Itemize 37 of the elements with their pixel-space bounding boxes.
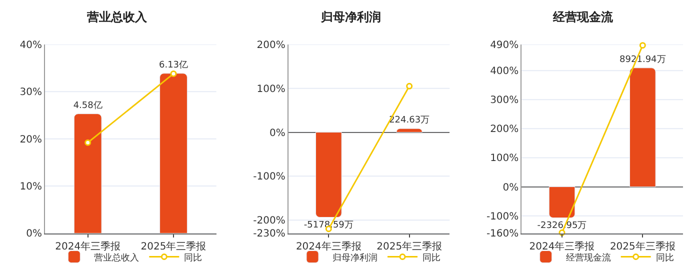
y-tick-label: 40%: [20, 40, 42, 51]
y-tick-label: 100%: [490, 153, 519, 164]
y-tick-label: 100%: [256, 84, 286, 95]
y-tick-label: 20%: [20, 134, 42, 146]
data-label: 4.58亿: [73, 100, 102, 111]
x-tick-label: 2025年三季报: [140, 240, 206, 252]
x-tick-label: 2024年三季报: [296, 240, 362, 252]
data-label: 6.13亿: [158, 59, 188, 70]
y-tick-label: 200%: [256, 40, 286, 51]
legend-label: 同比: [422, 252, 440, 264]
chart-title: 营业总收入: [86, 10, 148, 24]
y-tick-label: -100%: [486, 211, 519, 222]
y-tick-label: 0%: [26, 228, 42, 240]
y-tick-label: 0%: [269, 128, 286, 139]
legend-label: 归母净利润: [332, 252, 378, 264]
data-label: 224.63万: [389, 116, 430, 126]
y-tick-label: -200%: [253, 216, 286, 227]
x-tick-label: 2024年三季报: [55, 240, 121, 252]
chart-title: 归母净利润: [320, 10, 381, 24]
x-tick-label: 2024年三季报: [529, 240, 595, 252]
y-tick-label: 400%: [490, 66, 519, 78]
chart-title: 经营现金流: [552, 10, 614, 24]
y-tick-label: 490%: [490, 40, 519, 51]
legend-label: 经营现金流: [566, 252, 611, 264]
y-tick-label: -160%: [486, 228, 519, 240]
legend-label: 营业总收入: [94, 252, 140, 264]
y-tick-label: 0%: [502, 182, 519, 194]
x-tick-label: 2025年三季报: [376, 240, 442, 252]
y-tick-label: 200%: [490, 124, 519, 136]
y-tick-label: -230%: [253, 228, 286, 240]
legend-label: 同比: [184, 252, 202, 264]
y-tick-label: 30%: [20, 87, 42, 98]
y-tick-label: -100%: [253, 172, 286, 183]
x-tick-label: 2025年三季报: [610, 240, 676, 252]
legend-label: 同比: [656, 252, 674, 264]
y-tick-label: 10%: [20, 182, 42, 193]
y-tick-label: 300%: [490, 95, 519, 106]
